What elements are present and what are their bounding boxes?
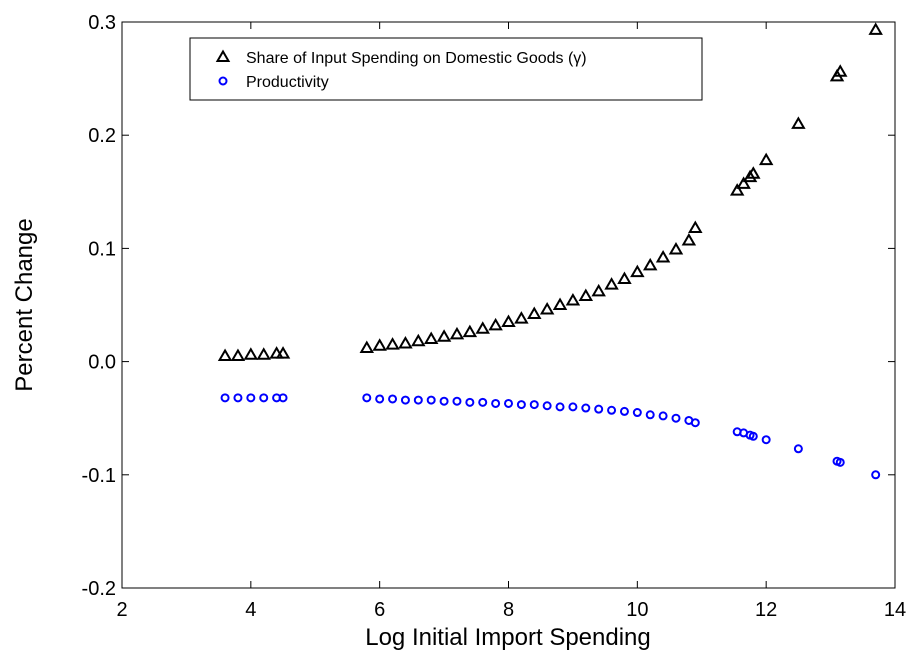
triangle-marker bbox=[230, 348, 246, 361]
triangle-marker bbox=[372, 338, 387, 351]
triangle-marker bbox=[591, 283, 606, 297]
triangle-marker bbox=[604, 277, 619, 290]
circle-marker bbox=[233, 393, 243, 403]
circle-marker bbox=[259, 393, 269, 403]
circle-marker bbox=[793, 444, 803, 454]
triangle-marker bbox=[655, 249, 671, 263]
circle-marker bbox=[220, 393, 230, 403]
triangle-marker bbox=[385, 337, 400, 350]
x-axis-label: Log Initial Import Spending bbox=[365, 624, 651, 651]
circle-marker bbox=[581, 403, 591, 413]
triangle-marker bbox=[746, 166, 761, 179]
y-tick-label: 0.3 bbox=[88, 12, 116, 34]
triangle-marker bbox=[436, 329, 452, 342]
circle-marker bbox=[632, 408, 642, 418]
x-tick-label: 12 bbox=[755, 599, 777, 621]
circle-marker bbox=[619, 406, 629, 416]
circle-marker bbox=[362, 393, 372, 403]
triangle-marker bbox=[256, 347, 271, 360]
triangle-marker bbox=[359, 340, 375, 354]
legend: Share of Input Spending on Domestic Good… bbox=[189, 37, 703, 101]
triangle-marker bbox=[833, 64, 848, 77]
triangle-marker bbox=[423, 331, 439, 344]
legend-box bbox=[189, 37, 703, 101]
triangle-marker bbox=[681, 232, 697, 246]
y-tick-label: -0.2 bbox=[82, 578, 116, 600]
circle-marker bbox=[400, 395, 410, 405]
circle-marker bbox=[452, 396, 462, 406]
circle-marker bbox=[542, 401, 552, 411]
circle-marker bbox=[375, 394, 385, 404]
circle-marker bbox=[690, 418, 700, 428]
triangle-marker bbox=[501, 314, 516, 327]
triangle-marker bbox=[527, 306, 542, 320]
circle-marker bbox=[594, 404, 604, 414]
circle-marker bbox=[516, 400, 526, 410]
triangle-marker bbox=[688, 220, 703, 234]
legend-label: Share of Input Spending on Domestic Good… bbox=[246, 50, 587, 67]
circle-marker bbox=[413, 395, 423, 405]
triangle-marker bbox=[217, 348, 233, 361]
circle-marker bbox=[871, 470, 881, 480]
triangle-marker bbox=[275, 346, 291, 359]
triangle-marker bbox=[630, 264, 645, 278]
circle-marker bbox=[761, 435, 771, 445]
y-tick-label: 0.0 bbox=[88, 352, 116, 374]
circle-marker bbox=[478, 397, 488, 407]
circle-marker bbox=[491, 398, 501, 408]
circle-marker bbox=[426, 395, 436, 405]
legend-label: Productivity bbox=[246, 74, 329, 91]
circle-marker bbox=[658, 411, 668, 421]
legend-marker bbox=[218, 76, 228, 86]
triangle-marker bbox=[868, 22, 883, 35]
triangle-marker bbox=[729, 183, 745, 196]
triangle-marker bbox=[449, 326, 465, 340]
triangle-marker bbox=[758, 152, 774, 166]
circle-marker bbox=[645, 410, 655, 420]
triangle-marker bbox=[462, 324, 478, 338]
triangle-marker bbox=[736, 176, 751, 189]
x-tick-label: 10 bbox=[626, 599, 648, 621]
triangle-marker bbox=[475, 321, 490, 334]
circle-marker bbox=[835, 457, 845, 467]
x-tick-label: 2 bbox=[116, 599, 127, 621]
circle-marker bbox=[555, 402, 565, 412]
circle-marker bbox=[568, 402, 578, 412]
triangle-marker bbox=[488, 317, 503, 331]
triangle-marker bbox=[565, 292, 581, 306]
triangle-marker bbox=[791, 116, 806, 129]
y-tick-label: 0.1 bbox=[88, 238, 116, 260]
triangle-marker bbox=[514, 311, 529, 324]
circle-marker bbox=[439, 396, 449, 406]
x-tick-label: 14 bbox=[884, 599, 906, 621]
triangle-marker bbox=[742, 169, 758, 183]
circle-marker bbox=[748, 431, 758, 441]
x-tick-label: 4 bbox=[245, 599, 256, 621]
x-tick-label: 8 bbox=[503, 599, 514, 621]
y-tick-label: 0.2 bbox=[88, 125, 116, 147]
triangle-marker bbox=[552, 297, 568, 310]
circle-marker bbox=[504, 398, 513, 408]
circle-marker bbox=[671, 413, 681, 423]
triangle-marker bbox=[642, 257, 658, 271]
triangle-marker bbox=[578, 288, 594, 301]
circle-marker bbox=[246, 393, 256, 403]
circle-marker bbox=[388, 394, 398, 404]
circle-marker bbox=[465, 397, 475, 407]
circle-marker bbox=[529, 400, 539, 410]
y-tick-label: -0.1 bbox=[82, 465, 116, 487]
y-axis-label: Percent Change bbox=[11, 218, 38, 391]
triangle-marker bbox=[668, 242, 684, 255]
circle-marker bbox=[278, 393, 288, 403]
legend-marker bbox=[215, 49, 231, 62]
triangle-marker bbox=[617, 271, 632, 284]
circle-marker bbox=[607, 405, 617, 415]
triangle-marker bbox=[243, 347, 259, 360]
triangle-marker bbox=[398, 335, 413, 349]
x-tick-label: 6 bbox=[374, 599, 385, 621]
triangle-marker bbox=[539, 302, 555, 315]
triangle-marker bbox=[411, 333, 426, 347]
